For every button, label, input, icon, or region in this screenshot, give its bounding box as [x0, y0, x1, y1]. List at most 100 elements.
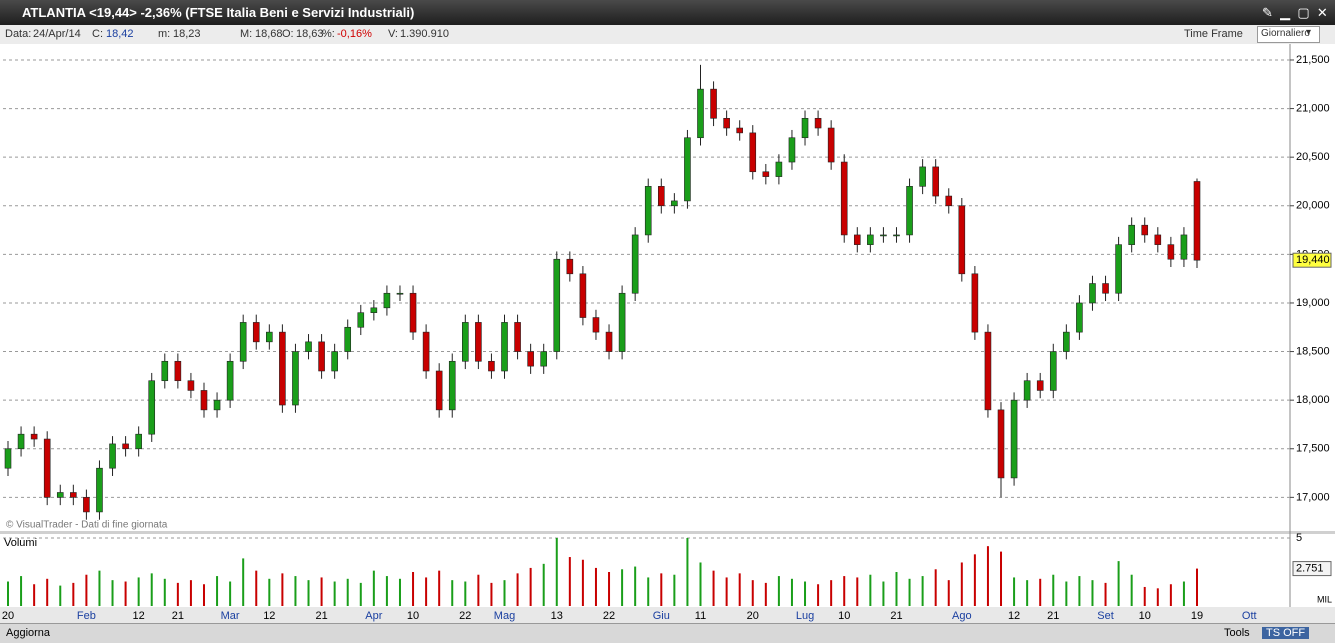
candle-body — [932, 166, 939, 197]
candle-body — [566, 258, 574, 275]
volume-bar — [176, 582, 179, 606]
price-tag — [1292, 252, 1332, 268]
candle-body — [618, 292, 626, 352]
candle-body — [30, 433, 38, 440]
x-tick-label: 12 — [1008, 610, 1020, 622]
volume-bar — [425, 577, 428, 606]
y-tick-label: 20,000 — [1296, 200, 1330, 212]
candle-body — [540, 351, 548, 367]
volume-bar — [843, 576, 846, 606]
volume-bar — [1091, 580, 1094, 606]
volume-bar — [294, 576, 297, 606]
x-tick-label: 10 — [407, 610, 419, 622]
y-tick-label: 19,000 — [1296, 297, 1330, 309]
x-tick-label: 11 — [695, 610, 706, 622]
volume-bar — [242, 558, 245, 606]
label: M: — [240, 28, 253, 40]
value: 18,23 — [173, 28, 201, 40]
candle-body — [4, 448, 12, 469]
volume-bar — [608, 572, 611, 606]
value: 18,42 — [106, 28, 134, 40]
x-tick-label: 21 — [315, 610, 327, 622]
volume-title: Volumi — [4, 537, 37, 549]
button[interactable]: Aggiorna — [6, 627, 51, 639]
candle-body — [1193, 181, 1201, 261]
volume-bar — [804, 581, 807, 606]
candle-body — [488, 360, 495, 372]
y-tick-label: 5 — [1296, 532, 1302, 544]
volume-bar — [699, 562, 702, 606]
title: ATLANTIA <19,44> -2,36% (FTSE Italia Ben… — [22, 5, 415, 20]
candle-body — [723, 117, 730, 129]
volume-bar — [1078, 576, 1081, 606]
candle-body — [435, 370, 443, 411]
volume-bar — [660, 573, 663, 606]
candle-body — [279, 331, 286, 406]
candle-body — [43, 438, 51, 498]
candle-body — [462, 322, 469, 362]
candle-body — [592, 317, 600, 333]
volume-bar — [150, 573, 153, 606]
candle-body — [1167, 244, 1175, 260]
x-tick-label: Apr — [365, 610, 382, 622]
candle-body — [252, 322, 260, 343]
candle-body — [357, 312, 365, 328]
volume-bar — [1169, 584, 1172, 606]
candle-body — [684, 137, 691, 202]
candle-body — [122, 443, 129, 450]
timeframe-select[interactable]: Giornaliero ▾ — [1257, 26, 1320, 43]
volume-bar — [777, 576, 780, 606]
volume-bar — [1104, 582, 1107, 606]
volume-bar — [451, 580, 454, 606]
x-tick-label: 19 — [1191, 610, 1203, 622]
candle-body — [749, 132, 757, 173]
candle-body — [396, 292, 404, 295]
volume-bar — [1000, 551, 1003, 606]
volume-bar — [359, 582, 362, 606]
candle-body — [96, 467, 103, 513]
x-tick-label: 20 — [2, 610, 14, 622]
volume-bar — [738, 573, 741, 606]
candle-body — [448, 360, 456, 411]
volume-bar — [438, 570, 441, 606]
candle-body — [1128, 224, 1135, 245]
volume-bar — [908, 578, 911, 606]
volume-bar — [986, 546, 989, 606]
volume-bar — [856, 577, 859, 606]
volume-bar — [895, 572, 898, 606]
volume-bar — [790, 578, 793, 606]
volume-bar — [216, 576, 219, 606]
candle-body — [801, 117, 809, 139]
button[interactable]: TS OFF — [1262, 627, 1310, 639]
info-bar: Data: 24/Apr/14 C: 18,42 m: 18,23 M: 18,… — [0, 25, 1335, 45]
candle-body — [56, 492, 64, 498]
x-axis-bar — [0, 607, 1335, 623]
volume-bar — [947, 580, 950, 606]
candle-body — [1036, 380, 1044, 391]
volume-bar — [72, 582, 75, 606]
candle-body — [605, 331, 613, 352]
volume-bar — [503, 580, 506, 606]
candle-body — [644, 186, 652, 236]
candle-body — [422, 331, 430, 372]
watermark: © VisualTrader - Dati di fine giornata — [6, 520, 168, 531]
x-tick-label: Giu — [653, 610, 670, 622]
candle-body — [1076, 302, 1083, 333]
x-tick-label: 20 — [747, 610, 759, 622]
volume-bar — [124, 581, 127, 606]
volume-bar — [882, 581, 885, 606]
candle-body — [383, 292, 391, 309]
candle-body — [762, 171, 770, 177]
candle-body — [788, 137, 796, 163]
window-buttons[interactable]: ✎ ▁ ▢ ✕ — [1262, 5, 1328, 20]
x-tick-label: Mar — [221, 610, 240, 622]
y-tick-label: 17,500 — [1296, 443, 1330, 455]
button[interactable]: Tools — [1224, 627, 1250, 639]
candle-body — [631, 234, 639, 294]
volume-bar — [490, 582, 493, 606]
chart: © VisualTrader - Dati di fine giornata V… — [0, 44, 1335, 623]
volume-bar — [1026, 580, 1029, 606]
status-bar: Aggiorna Tools TS OFF — [0, 623, 1335, 643]
candle-body — [135, 433, 142, 450]
candle-body — [579, 273, 587, 318]
